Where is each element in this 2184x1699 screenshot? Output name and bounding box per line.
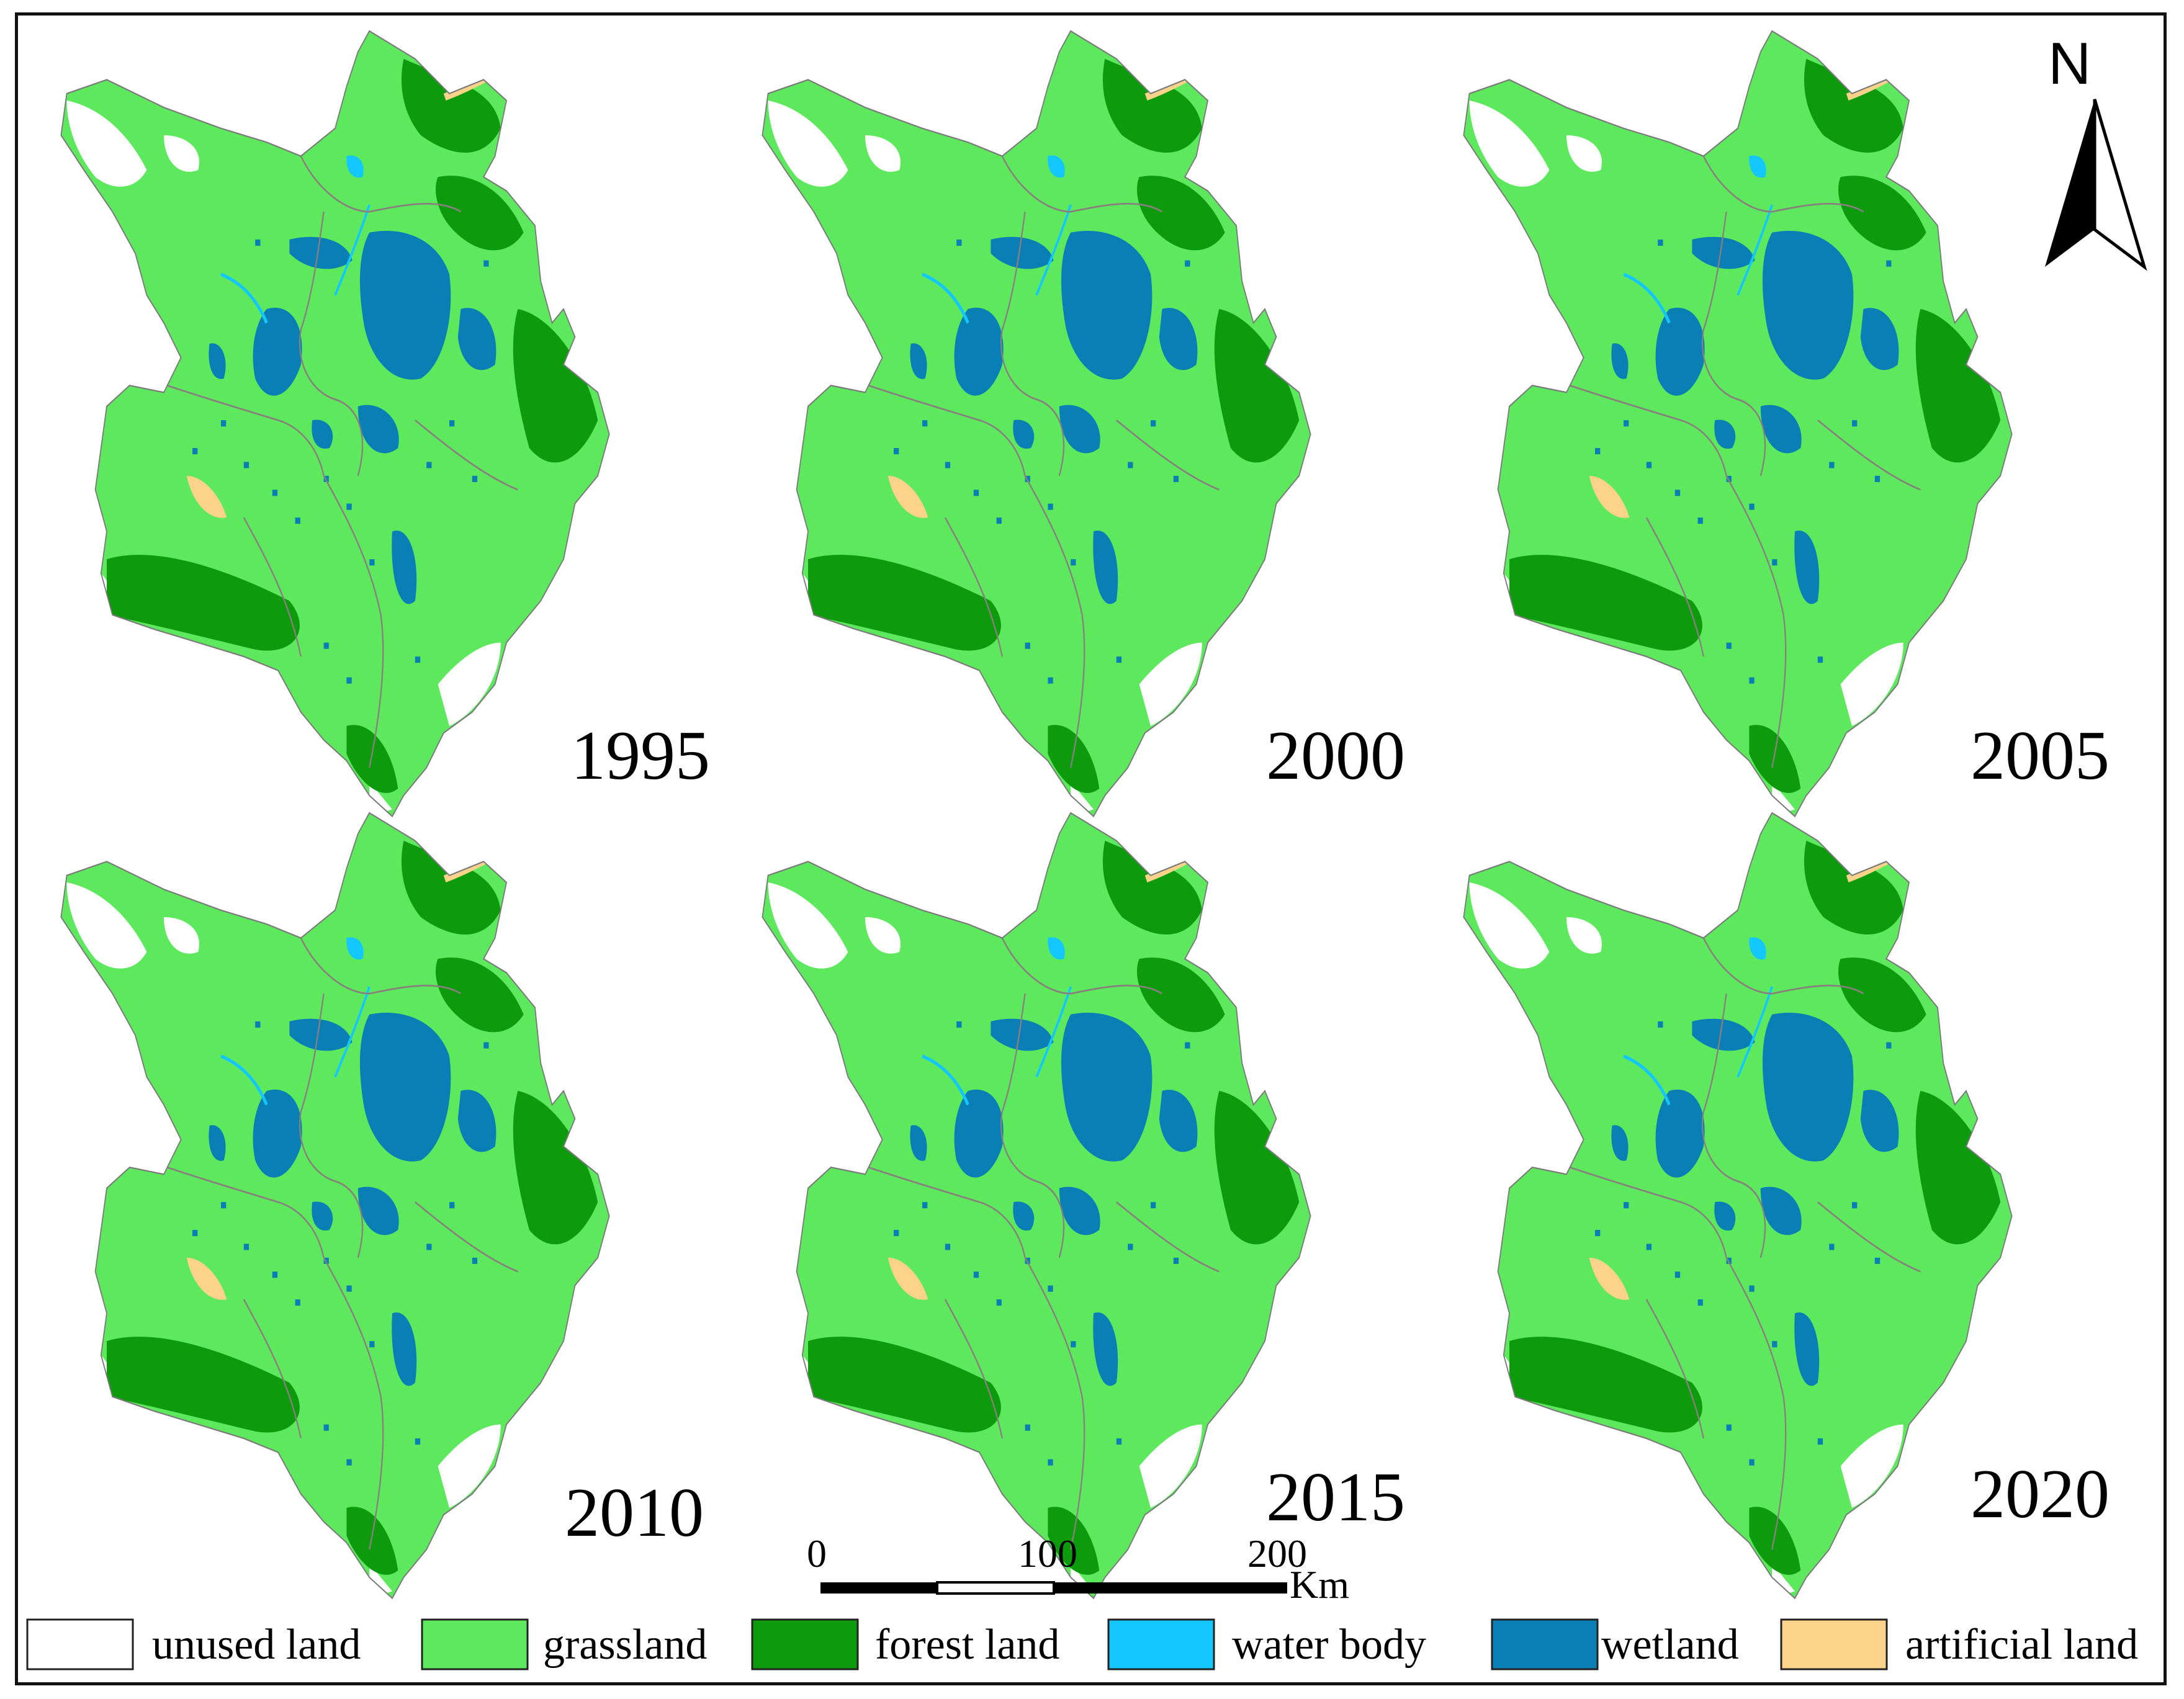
map-panel-5 (762, 813, 1310, 1598)
year-label-2000: 2000 (1266, 717, 1405, 794)
year-label-2010: 2010 (565, 1474, 704, 1551)
map-panel-2 (762, 31, 1310, 817)
map-panel-4 (61, 813, 609, 1598)
map-panel-1 (61, 31, 609, 817)
legend-label: artificial land (1905, 1621, 2138, 1669)
year-label-1995: 1995 (571, 717, 710, 794)
year-label-2005: 2005 (1971, 717, 2110, 794)
north-arrow: N (2045, 30, 2147, 271)
north-arrow-light-half (2093, 99, 2147, 271)
scale-segment-1 (820, 1582, 937, 1594)
scale-segment-2 (936, 1581, 1055, 1595)
legend-swatch (1107, 1618, 1215, 1670)
legend-label: water body (1232, 1621, 1426, 1669)
map-panel-3 (1463, 31, 2011, 817)
north-arrow-dark-half (2045, 99, 2095, 267)
scale-segment-3 (1054, 1582, 1287, 1594)
legend-swatch (751, 1618, 859, 1670)
scale-unit: Km (1290, 1562, 1349, 1607)
legend-swatch (421, 1618, 529, 1670)
legend-label: unused land (152, 1621, 361, 1669)
legend-label: wetland (1601, 1621, 1739, 1669)
north-arrow-label: N (2048, 30, 2091, 97)
legend: unused land grassland forest land water bod… (26, 1618, 2138, 1670)
map-panel-6 (1463, 813, 2011, 1598)
legend-swatch (1491, 1618, 1599, 1670)
scale-tick-200: 200 (1247, 1531, 1307, 1576)
scale-tick-0: 0 (807, 1531, 827, 1576)
legend-label: grassland (543, 1621, 707, 1669)
legend-label: forest land (875, 1621, 1059, 1669)
scale-tick-100: 100 (1018, 1531, 1077, 1576)
year-label-2020: 2020 (1971, 1456, 2110, 1533)
legend-swatch (1780, 1618, 1888, 1670)
scale-bar: 0 100 200 Km (807, 1531, 1349, 1607)
year-label-2015: 2015 (1266, 1459, 1405, 1536)
legend-swatch (26, 1618, 134, 1670)
